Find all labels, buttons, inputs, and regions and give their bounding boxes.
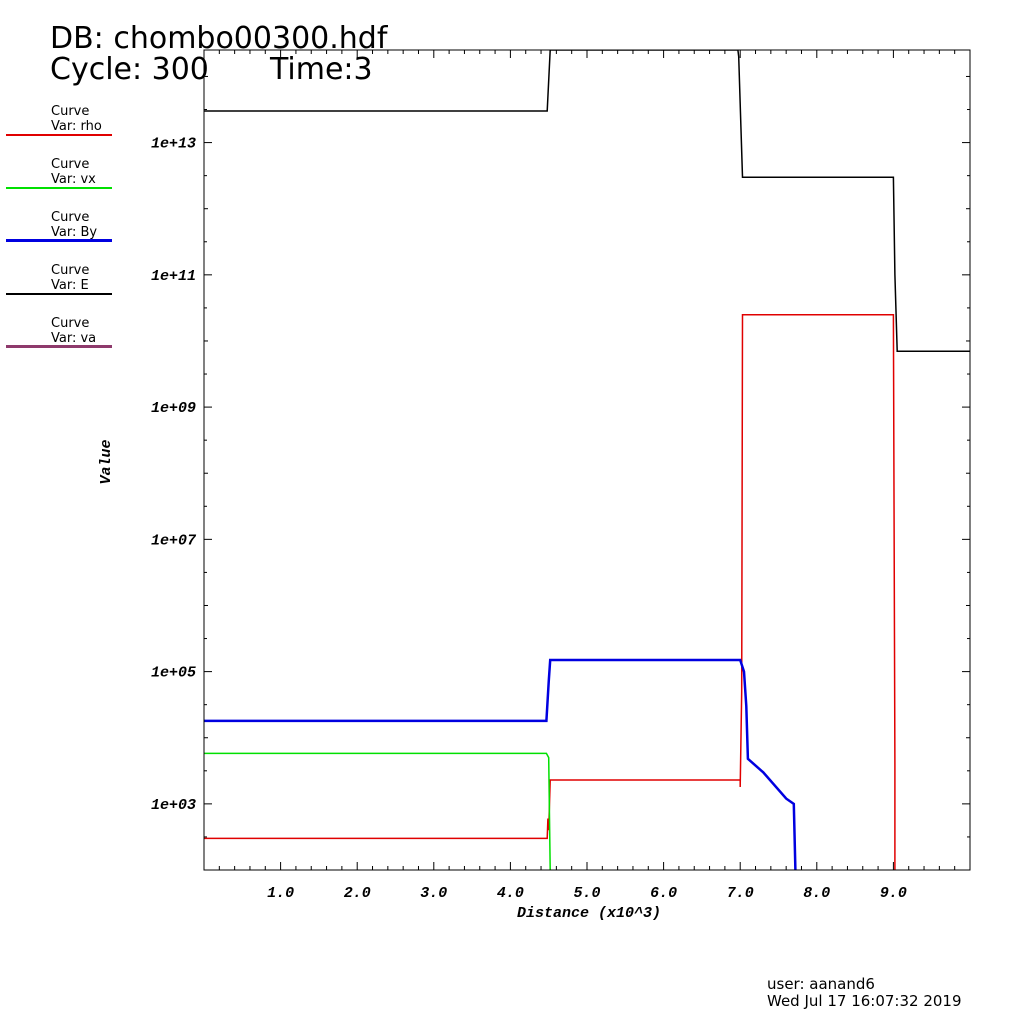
y-tick-label: 1e+03 xyxy=(151,797,196,814)
legend-swatch xyxy=(6,293,112,295)
legend-var: Var: rho xyxy=(51,119,102,134)
timestamp-label: Wed Jul 17 16:07:32 2019 xyxy=(767,992,962,1010)
legend-title: Curve xyxy=(51,210,90,225)
cycle-label: Cycle: 300 xyxy=(50,52,209,87)
legend-title: Curve xyxy=(51,263,90,278)
legend-var: Var: vx xyxy=(51,172,96,187)
legend-swatch xyxy=(6,239,112,242)
x-tick-label: 1.0 xyxy=(267,885,294,902)
y-tick-label: 1e+11 xyxy=(151,268,196,285)
x-tick-label: 3.0 xyxy=(420,885,447,902)
x-tick-label: 6.0 xyxy=(650,885,677,902)
y-axis-label: Value xyxy=(98,439,115,484)
series-line-By xyxy=(204,658,797,870)
legend-swatch xyxy=(6,187,112,189)
plot-frame xyxy=(203,49,971,871)
curves xyxy=(204,50,970,870)
legend-title: Curve xyxy=(51,104,90,119)
series-line-E xyxy=(204,50,970,352)
legend-swatch xyxy=(6,134,112,136)
x-tick-label: 4.0 xyxy=(497,885,524,902)
series-line-vx xyxy=(204,752,551,870)
legend-swatch xyxy=(6,345,112,348)
time-label: Time:3 xyxy=(270,52,373,87)
x-tick-label: 8.0 xyxy=(803,885,830,902)
x-tick-labels: 1.0 2.0 3.0 4.0 5.0 6.0 7.0 8.0 9.0 xyxy=(267,885,907,902)
user-label: user: aanand6 xyxy=(767,975,875,993)
x-tick-label: 5.0 xyxy=(573,885,600,902)
x-axis-label: Distance (x10^3) xyxy=(517,905,661,922)
db-title: DB: chombo00300.hdf xyxy=(50,21,388,56)
x-tick-label: 7.0 xyxy=(727,885,754,902)
axis-ticks xyxy=(204,50,970,871)
legend-title: Curve xyxy=(51,316,90,331)
y-tick-labels: 1e+03 1e+05 1e+07 1e+09 1e+11 1e+13 xyxy=(151,136,197,814)
series-line-rho xyxy=(204,313,896,870)
legend-var: Var: E xyxy=(51,278,89,293)
y-tick-label: 1e+05 xyxy=(151,665,196,682)
y-tick-label: 1e+09 xyxy=(151,400,196,417)
legend-var: Var: va xyxy=(51,331,97,346)
y-tick-label: 1e+07 xyxy=(151,532,197,549)
x-tick-label: 2.0 xyxy=(344,885,371,902)
y-tick-label: 1e+13 xyxy=(151,136,196,153)
x-tick-label: 9.0 xyxy=(880,885,907,902)
legend-title: Curve xyxy=(51,157,90,172)
legend-var: Var: By xyxy=(51,225,98,240)
